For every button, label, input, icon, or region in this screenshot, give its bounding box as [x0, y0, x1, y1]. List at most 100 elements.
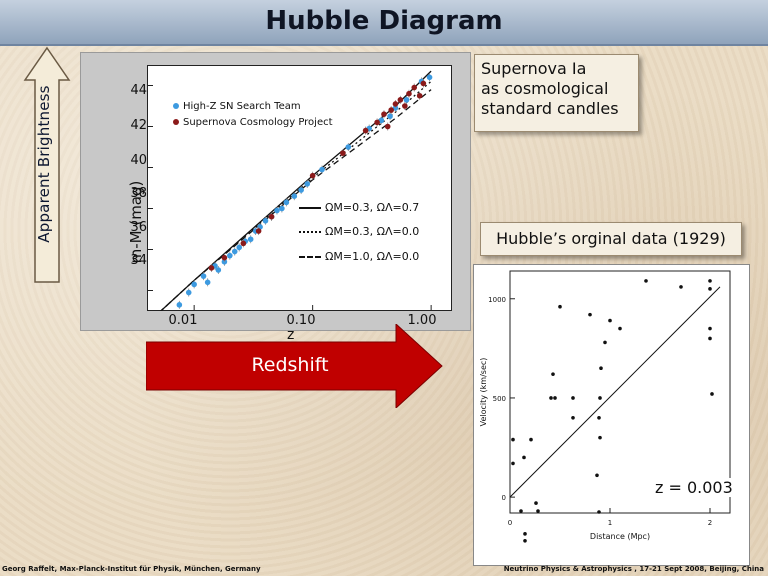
galaxy-point: [603, 340, 607, 345]
high-z-point: [231, 248, 238, 255]
high-z-point: [426, 74, 433, 81]
legend-label: High-Z SN Search Team: [183, 101, 301, 112]
scp-point: [255, 228, 262, 234]
galaxy-point: [595, 473, 599, 478]
x-tick-label: 0.10: [286, 313, 316, 328]
scp-point: [388, 107, 394, 113]
callout-line: standard candles: [481, 99, 619, 118]
x-tick-label: 2: [708, 519, 712, 527]
model-entry-dotted: ΩM=0.3, ΩΛ=0.0: [299, 225, 419, 238]
galaxy-point: [549, 396, 553, 400]
sn-plot-svg: [147, 65, 452, 314]
x-tick-label: 1.00: [407, 313, 437, 328]
high-z-point: [304, 181, 311, 187]
scp-point: [411, 84, 418, 91]
scp-point: [362, 127, 369, 134]
apparent-brightness-arrow: Apparent Brightness: [23, 44, 71, 284]
y-tick-label: 34: [130, 253, 147, 268]
galaxy-point: [598, 435, 602, 440]
galaxy-point: [571, 396, 575, 400]
scp-point: [406, 90, 412, 97]
plot-frame: [147, 65, 452, 311]
galaxy-point: [529, 437, 533, 442]
high-z-point: [191, 281, 197, 288]
y-tick-label: 40: [130, 153, 147, 168]
y-tick-label: 1000: [488, 296, 506, 304]
y-tick-label: 36: [130, 220, 147, 235]
legend-entry-high-z: High-Z SN Search Team: [173, 101, 301, 112]
scp-point: [381, 111, 387, 117]
galaxy-point: [597, 510, 601, 514]
high-z-point: [378, 117, 385, 124]
galaxy-point: [618, 326, 622, 331]
supernova-hubble-plot: m-M (mag) 44 42 40 38 36 34 High-Z SN Se…: [80, 52, 471, 343]
high-z-point: [204, 279, 211, 286]
x-tick-label: 1: [608, 519, 612, 527]
legend-entry-scp: Supernova Cosmology Project: [173, 117, 333, 128]
galaxy-point: [522, 455, 526, 460]
galaxy-point: [523, 538, 527, 543]
galaxy-point: [511, 437, 515, 442]
galaxy-point: [708, 336, 712, 341]
high-z-point: [176, 302, 183, 308]
high-z-point: [247, 236, 254, 243]
galaxy-point: [708, 326, 712, 331]
high-z-point: [215, 267, 222, 273]
legend-label: Supernova Cosmology Project: [183, 117, 333, 128]
model-entry-solid: ΩM=0.3, ΩΛ=0.7: [299, 201, 419, 214]
y-tick-label: 44: [130, 83, 147, 98]
redshift-arrow: [146, 324, 443, 408]
galaxy-point: [523, 532, 527, 536]
galaxy-point: [519, 509, 523, 513]
scp-point: [309, 172, 316, 179]
high-z-point: [200, 273, 207, 279]
high-z-point: [274, 207, 280, 214]
y-tick-label: 42: [130, 118, 147, 133]
scp-point: [374, 119, 380, 126]
hubble-1929-plot: 0 500 1000 0 1 2 Distance (Mpc) Velocity (km/se…: [473, 264, 750, 566]
high-z-point: [392, 105, 399, 111]
scp-point: [268, 213, 275, 220]
galaxy-point: [708, 287, 712, 291]
y-tick-label: 0: [502, 494, 506, 502]
scp-point: [420, 80, 427, 87]
galaxy-point: [644, 279, 648, 283]
galaxy-point: [598, 396, 602, 400]
model-label: ΩM=0.3, ΩΛ=0.7: [325, 201, 420, 214]
x-tick-label: 0.01: [168, 313, 198, 328]
model-curve-dashed: [158, 89, 432, 314]
galaxy-point: [571, 415, 575, 420]
side-label: Apparent Brightness: [35, 85, 53, 243]
high-z-point: [221, 259, 228, 265]
galaxy-point: [558, 304, 562, 309]
high-z-point: [262, 218, 269, 224]
y-axis-label: Velocity (km/sec): [479, 358, 488, 427]
y-tick-label: 500: [493, 395, 506, 403]
galaxy-point: [536, 509, 540, 513]
high-z-point: [283, 199, 290, 206]
z-value-label: z = 0.003: [655, 478, 733, 497]
callout-line: Supernova Ia: [481, 59, 587, 78]
high-z-point: [345, 144, 352, 150]
galaxy-point: [551, 372, 555, 376]
high-z-point: [185, 289, 192, 296]
high-z-point: [387, 113, 393, 120]
scp-point: [392, 101, 399, 107]
scp-point: [402, 103, 408, 109]
scp-point: [208, 265, 215, 271]
model-label: ΩM=0.3, ΩΛ=0.0: [325, 225, 420, 238]
slide-title: Hubble Diagram: [265, 6, 503, 36]
galaxy-point: [597, 415, 601, 420]
redshift-label: Redshift: [251, 354, 329, 376]
footer-event: Neutrino Physics & Astrophysics , 17-21 …: [503, 565, 764, 573]
galaxy-point: [553, 396, 557, 400]
hubble-data-callout: Hubble’s orginal data (1929): [480, 222, 742, 256]
high-z-point: [319, 166, 325, 173]
up-arrow-icon: [23, 46, 71, 283]
scp-point: [397, 97, 404, 103]
title-bar: Hubble Diagram: [0, 0, 768, 46]
scp-point: [240, 240, 247, 247]
y-tick-label: 38: [130, 186, 147, 201]
galaxy-point: [608, 318, 612, 323]
scp-point: [416, 92, 423, 99]
